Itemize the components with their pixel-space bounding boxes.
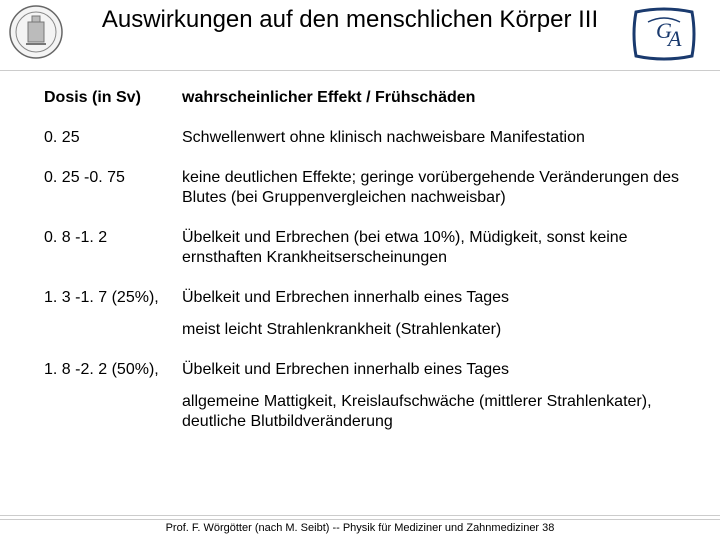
dose-cell: 0. 8 -1. 2 [40, 222, 178, 282]
table-row: 1. 8 -2. 2 (50%), Übelkeit und Erbrechen… [40, 354, 690, 446]
dose-cell: 0. 25 [40, 122, 178, 162]
table-row: 0. 25 Schwellenwert ohne klinisch nachwe… [40, 122, 690, 162]
effect-cell: Übelkeit und Erbrechen innerhalb eines T… [178, 354, 690, 446]
ga-logo-icon: G A [628, 2, 700, 66]
header-effect: wahrscheinlicher Effekt / Frühschäden [178, 82, 690, 122]
university-seal-icon [8, 4, 64, 60]
effect-cell: Übelkeit und Erbrechen innerhalb eines T… [178, 282, 690, 354]
effect-cell: Übelkeit und Erbrechen (bei etwa 10%), M… [178, 222, 690, 282]
slide: Auswirkungen auf den menschlichen Körper… [0, 0, 720, 540]
table-row: 1. 3 -1. 7 (25%), Übelkeit und Erbrechen… [40, 282, 690, 354]
svg-text:A: A [666, 26, 682, 51]
effect-cell: keine deutlichen Effekte; geringe vorübe… [178, 162, 690, 222]
table-row: 0. 25 -0. 75 keine deutlichen Effekte; g… [40, 162, 690, 222]
content-area: Dosis (in Sv) wahrscheinlicher Effekt / … [40, 82, 690, 510]
footer-text: Prof. F. Wörgötter (nach M. Seibt) -- Ph… [0, 519, 720, 534]
dose-cell: 1. 8 -2. 2 (50%), [40, 354, 178, 446]
header-dose: Dosis (in Sv) [40, 82, 178, 122]
table-header-row: Dosis (in Sv) wahrscheinlicher Effekt / … [40, 82, 690, 122]
table-row: 0. 8 -1. 2 Übelkeit und Erbrechen (bei e… [40, 222, 690, 282]
bottom-rule [0, 515, 720, 516]
slide-title: Auswirkungen auf den menschlichen Körper… [90, 6, 610, 35]
dose-effect-table: Dosis (in Sv) wahrscheinlicher Effekt / … [40, 82, 690, 446]
header: Auswirkungen auf den menschlichen Körper… [0, 0, 720, 71]
effect-cell: Schwellenwert ohne klinisch nachweisbare… [178, 122, 690, 162]
dose-cell: 1. 3 -1. 7 (25%), [40, 282, 178, 354]
dose-cell: 0. 25 -0. 75 [40, 162, 178, 222]
